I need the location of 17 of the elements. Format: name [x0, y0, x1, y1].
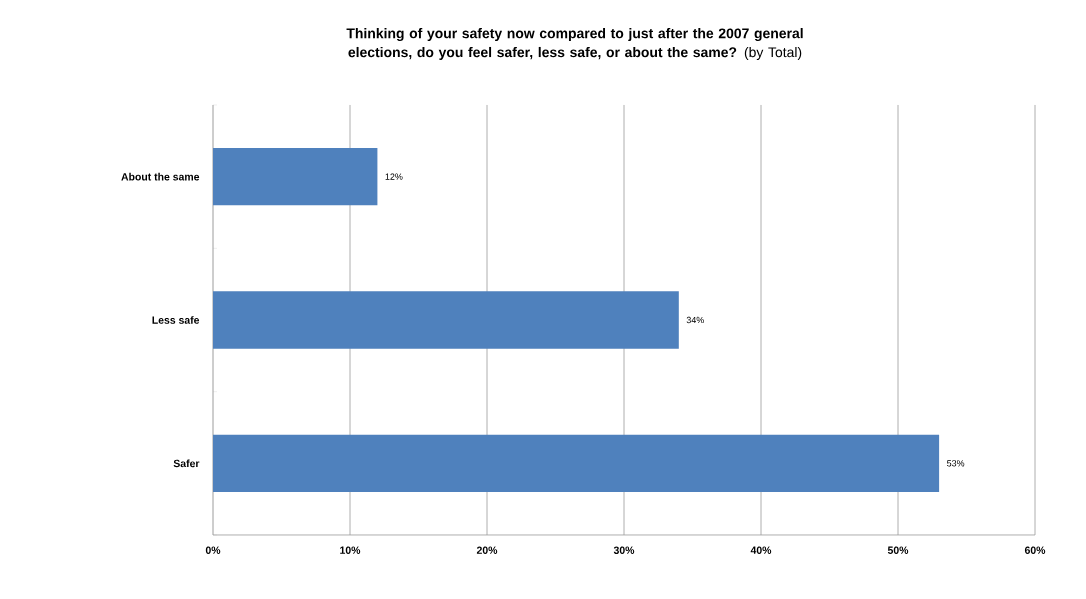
- x-tick-label: 10%: [340, 546, 361, 554]
- bar: [213, 434, 940, 492]
- x-tick-label: 40%: [750, 546, 772, 554]
- y-tick-label: Safer: [173, 459, 200, 468]
- x-tick-label: 20%: [476, 546, 498, 554]
- y-tick-label: Less safe: [152, 316, 200, 324]
- bar: [213, 147, 378, 206]
- x-tick-label: 0%: [205, 546, 221, 554]
- x-tick-label: 50%: [887, 546, 909, 554]
- data-label: 34%: [686, 316, 704, 324]
- bar: [213, 291, 679, 349]
- chart-title: Thinking of your safety now compared to just after the 2007 general elections, do you feel safer, less safe, or about the same? (by Total): [346, 28, 803, 60]
- x-tick-label: 60%: [1024, 546, 1046, 554]
- data-label: 53%: [946, 460, 965, 467]
- y-tick-label: About the same: [121, 172, 200, 181]
- x-tick-label: 30%: [613, 546, 635, 554]
- data-label: 12%: [385, 173, 403, 180]
